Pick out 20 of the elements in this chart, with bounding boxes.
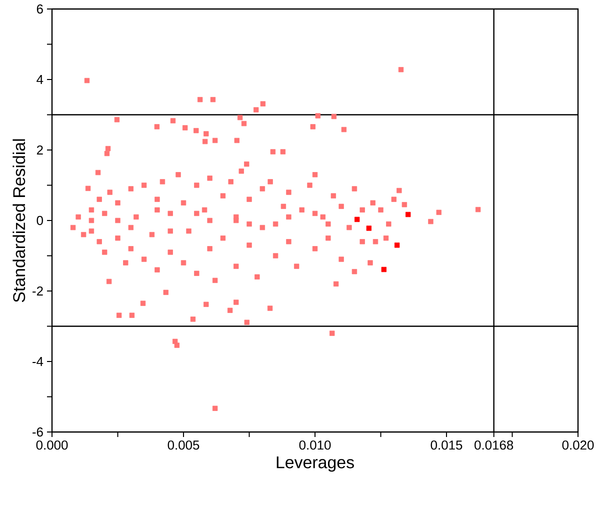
y-tick-label: 2 bbox=[36, 145, 43, 155]
x-tick-label: 0.015 bbox=[430, 440, 462, 450]
y-tick-label: -6 bbox=[32, 427, 43, 437]
x-axis-title: Leverages bbox=[276, 456, 354, 472]
point bbox=[394, 242, 400, 248]
x-tick-label: 0.000 bbox=[36, 440, 68, 450]
y-tick-label: -2 bbox=[32, 286, 43, 296]
point bbox=[354, 216, 360, 222]
y-tick-label: 4 bbox=[36, 75, 44, 84]
x-tick-label: 0.020 bbox=[562, 440, 594, 450]
y-tick-label: 6 bbox=[36, 4, 43, 14]
y-tick-label: -4 bbox=[32, 357, 44, 366]
x-tick-label: 0.010 bbox=[299, 440, 331, 450]
x-tick-label: 0.005 bbox=[168, 440, 200, 450]
point bbox=[366, 226, 372, 231]
y-axis-title: Standardized Residial bbox=[12, 139, 26, 302]
point bbox=[406, 212, 411, 218]
x-tick-label: 0.0168 bbox=[474, 440, 514, 450]
y-tick-label: 0 bbox=[36, 216, 43, 226]
point bbox=[381, 266, 387, 272]
